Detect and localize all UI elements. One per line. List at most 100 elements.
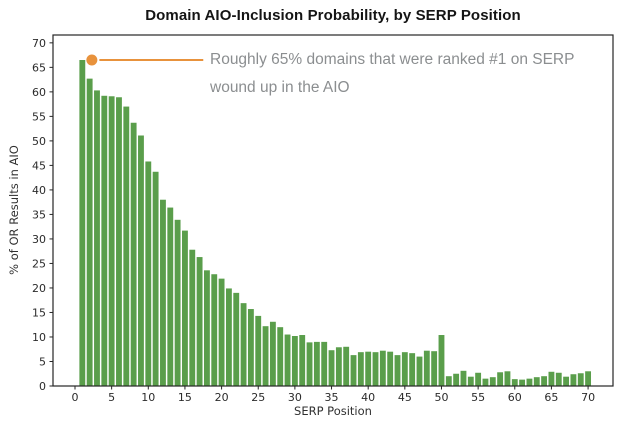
- bar-serp-27: [269, 321, 276, 386]
- x-tick-label: 5: [108, 391, 115, 404]
- y-tick-label: 60: [32, 86, 46, 99]
- bar-serp-51: [445, 376, 452, 386]
- bar-serp-36: [335, 347, 342, 386]
- bar-serp-3: [94, 90, 100, 387]
- bar-serp-49: [431, 351, 438, 386]
- y-tick-label: 15: [32, 306, 46, 319]
- bar-serp-17: [196, 257, 203, 386]
- y-tick-label: 25: [32, 257, 46, 270]
- bar-serp-26: [262, 326, 269, 386]
- x-axis-label: SERP Position: [294, 404, 372, 418]
- bar-serp-59: [504, 371, 511, 386]
- bar-serp-21: [225, 288, 232, 386]
- y-axis-ticks: 0 5 10 15 20 25 30 35 40 45 50 55 60 65 70: [32, 37, 53, 393]
- bar-serp-70: [585, 371, 592, 386]
- bar-serp-19: [211, 274, 218, 386]
- y-tick-label: 30: [32, 233, 46, 246]
- bars-group: [79, 60, 592, 387]
- x-tick-label: 60: [508, 391, 522, 404]
- bar-serp-46: [409, 353, 416, 386]
- x-tick-label: 40: [361, 391, 375, 404]
- x-tick-label: 65: [544, 391, 558, 404]
- annotation-dot: [86, 54, 98, 66]
- y-tick-label: 40: [32, 184, 46, 197]
- annotation-text: Roughly 65% domains that were ranked #1 …: [210, 46, 620, 102]
- x-tick-label: 15: [178, 391, 192, 404]
- bar-serp-43: [387, 351, 394, 386]
- bar-serp-32: [306, 342, 313, 386]
- annotation-line-2: wound up in the AIO: [210, 79, 350, 96]
- bar-serp-29: [284, 334, 291, 386]
- bar-serp-6: [116, 97, 122, 386]
- bar-serp-9: [138, 135, 144, 386]
- bar-serp-60: [511, 379, 518, 386]
- bar-serp-61: [519, 379, 526, 386]
- y-axis-label: % of OR Results in AIO: [7, 145, 21, 275]
- bar-serp-1: [79, 60, 86, 386]
- bar-serp-35: [328, 350, 335, 386]
- y-tick-label: 55: [32, 110, 46, 123]
- bar-serp-2: [86, 78, 93, 386]
- y-tick-label: 50: [32, 135, 46, 148]
- x-tick-label: 55: [471, 391, 485, 404]
- bar-serp-34: [321, 341, 328, 386]
- annotation-line-1: Roughly 65% domains that were ranked #1 …: [210, 51, 575, 68]
- bar-serp-48: [423, 350, 430, 386]
- bar-serp-66: [555, 372, 562, 386]
- bar-serp-56: [482, 378, 489, 386]
- x-tick-label: 45: [398, 391, 412, 404]
- bar-serp-14: [174, 219, 181, 386]
- y-tick-label: 35: [32, 208, 46, 221]
- bar-serp-30: [291, 336, 298, 386]
- bar-serp-62: [526, 378, 533, 386]
- y-tick-label: 10: [32, 331, 46, 344]
- x-tick-label: 35: [325, 391, 339, 404]
- y-tick-label: 5: [39, 355, 46, 368]
- bar-serp-40: [365, 351, 372, 386]
- bar-serp-55: [475, 372, 482, 386]
- bar-serp-37: [343, 346, 350, 386]
- bar-serp-20: [218, 278, 225, 386]
- bar-serp-52: [453, 373, 460, 386]
- bar-serp-64: [541, 376, 548, 386]
- bar-serp-42: [379, 350, 386, 386]
- y-tick-label: 20: [32, 282, 46, 295]
- bar-serp-65: [548, 371, 555, 386]
- x-tick-label: 10: [141, 391, 155, 404]
- bar-serp-8: [130, 122, 137, 386]
- x-tick-label: 0: [71, 391, 78, 404]
- bar-serp-50: [438, 335, 445, 386]
- bar-serp-47: [416, 356, 423, 386]
- bar-serp-24: [247, 309, 254, 386]
- bar-serp-45: [401, 352, 408, 386]
- bar-serp-25: [255, 315, 262, 386]
- y-tick-label: 65: [32, 61, 46, 74]
- bar-serp-33: [313, 341, 320, 386]
- bar-serp-67: [563, 376, 570, 386]
- bar-serp-58: [497, 372, 504, 386]
- x-axis-ticks: 0 5 10 15 20 25 30 35 40 45 50 55 60 65 70: [71, 386, 595, 404]
- x-tick-label: 25: [251, 391, 265, 404]
- bar-serp-16: [189, 249, 196, 386]
- bar-serp-44: [394, 355, 401, 386]
- chart-title: Domain AIO-Inclusion Probability, by SER…: [145, 7, 521, 24]
- annotation-marker: [86, 54, 204, 66]
- bar-serp-22: [233, 292, 240, 386]
- bar-serp-69: [577, 373, 584, 386]
- bar-serp-15: [182, 230, 188, 386]
- bar-serp-11: [152, 171, 159, 386]
- bar-serp-23: [240, 303, 247, 386]
- x-tick-label: 70: [581, 391, 595, 404]
- bar-serp-54: [467, 376, 474, 386]
- bar-serp-5: [108, 96, 115, 386]
- y-tick-label: 70: [32, 37, 46, 50]
- bar-serp-38: [350, 355, 357, 386]
- bar-serp-10: [145, 161, 152, 386]
- x-tick-label: 20: [215, 391, 229, 404]
- bar-serp-7: [123, 106, 130, 386]
- x-tick-label: 30: [288, 391, 302, 404]
- y-tick-label: 45: [32, 159, 46, 172]
- bar-serp-28: [277, 327, 284, 386]
- y-tick-label: 0: [39, 380, 46, 393]
